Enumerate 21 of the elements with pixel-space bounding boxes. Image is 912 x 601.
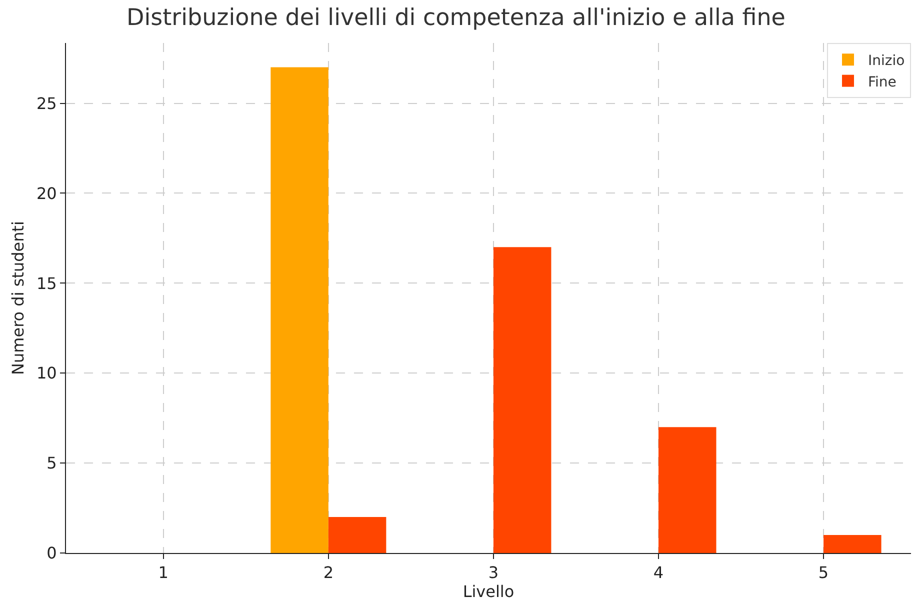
x-tick-label: 4 [653,563,664,582]
bar [658,427,716,553]
legend-label: Fine [868,74,896,90]
bar [270,67,328,553]
x-tick-label: 2 [323,563,334,582]
x-tick-label: 3 [488,563,499,582]
legend-label: Inizio [868,53,905,70]
y-tick-label: 0 [46,544,57,563]
y-tick-label: 5 [46,454,57,473]
x-axis-title: Livello [462,582,514,601]
x-tick-label: 5 [818,563,829,582]
y-axis-title: Numero di studenti [8,221,28,375]
y-tick-label: 15 [36,274,57,293]
bar [328,517,386,553]
bar [824,535,882,553]
chart-title: Distribuzione dei livelli di competenza all'inizio e alla fine [126,5,786,32]
x-tick-label: 1 [158,563,168,582]
bar [493,247,552,553]
y-tick-label: 10 [36,364,57,383]
y-tick-label: 25 [36,94,57,113]
y-tick-label: 20 [36,184,57,203]
